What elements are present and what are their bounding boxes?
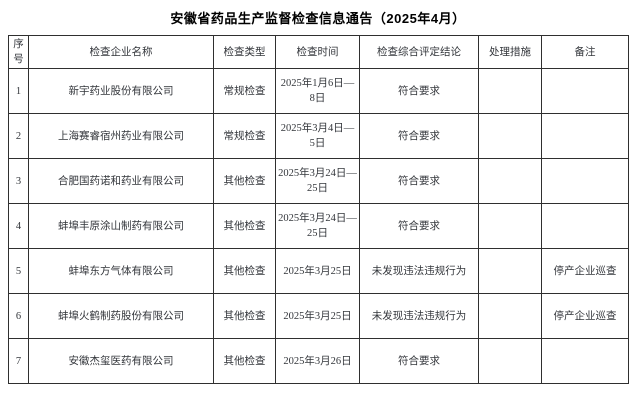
table-row: 7 安徽杰玺医药有限公司 其他检查 2025年3月26日 符合要求 <box>8 338 629 384</box>
cell-index: 6 <box>8 293 29 339</box>
cell-inspection-date: 2025年3月25日 <box>275 293 360 339</box>
cell-company-name: 新宇药业股份有限公司 <box>28 68 214 114</box>
cell-inspection-type: 其他检查 <box>213 293 276 339</box>
cell-remarks <box>541 113 629 159</box>
cell-measures <box>478 113 542 159</box>
column-header-conclusion: 检查综合评定结论 <box>359 35 479 69</box>
cell-index: 5 <box>8 248 29 294</box>
cell-inspection-type: 常规检查 <box>213 68 276 114</box>
column-header-index: 序号 <box>8 35 29 69</box>
column-header-inspection-date: 检查时间 <box>275 35 360 69</box>
cell-remarks: 停产企业巡查 <box>541 293 629 339</box>
cell-conclusion: 符合要求 <box>359 68 479 114</box>
cell-inspection-type: 其他检查 <box>213 158 276 204</box>
cell-conclusion: 未发现违法违规行为 <box>359 293 479 339</box>
cell-measures <box>478 293 542 339</box>
cell-conclusion: 符合要求 <box>359 158 479 204</box>
cell-inspection-date: 2025年3月4日— 5日 <box>275 113 360 159</box>
table-row: 1 新宇药业股份有限公司 常规检查 2025年1月6日— 8日 符合要求 <box>8 68 629 114</box>
cell-company-name: 蚌埠丰原涂山制药有限公司 <box>28 203 214 249</box>
cell-inspection-date: 2025年3月24日— 25日 <box>275 203 360 249</box>
cell-inspection-date: 2025年3月26日 <box>275 338 360 384</box>
cell-company-name: 蚌埠火鹤制药股份有限公司 <box>28 293 214 339</box>
cell-company-name: 蚌埠东方气体有限公司 <box>28 248 214 294</box>
cell-index: 3 <box>8 158 29 204</box>
column-header-measures: 处理措施 <box>478 35 542 69</box>
cell-conclusion: 符合要求 <box>359 113 479 159</box>
table-row: 2 上海赛睿宿州药业有限公司 常规检查 2025年3月4日— 5日 符合要求 <box>8 113 629 159</box>
cell-remarks: 停产企业巡查 <box>541 248 629 294</box>
page-title: 安徽省药品生产监督检查信息通告（2025年4月） <box>170 11 466 26</box>
table-row: 5 蚌埠东方气体有限公司 其他检查 2025年3月25日 未发现违法违规行为 停产企业巡查 <box>8 248 629 294</box>
cell-company-name: 安徽杰玺医药有限公司 <box>28 338 214 384</box>
cell-remarks <box>541 158 629 204</box>
inspection-table: 序号 检查企业名称 检查类型 检查时间 检查综合评定结论 处理措施 备注 1 新宇药业股份有限… <box>8 35 629 384</box>
cell-measures <box>478 248 542 294</box>
cell-company-name: 上海赛睿宿州药业有限公司 <box>28 113 214 159</box>
table-row: 4 蚌埠丰原涂山制药有限公司 其他检查 2025年3月24日— 25日 符合要求 <box>8 203 629 249</box>
cell-inspection-date: 2025年1月6日— 8日 <box>275 68 360 114</box>
cell-measures <box>478 68 542 114</box>
column-header-inspection-type: 检查类型 <box>213 35 276 69</box>
cell-inspection-date: 2025年3月25日 <box>275 248 360 294</box>
cell-conclusion: 符合要求 <box>359 203 479 249</box>
table-row: 6 蚌埠火鹤制药股份有限公司 其他检查 2025年3月25日 未发现违法违规行为 停产企业… <box>8 293 629 339</box>
cell-remarks <box>541 203 629 249</box>
cell-measures <box>478 338 542 384</box>
cell-conclusion: 符合要求 <box>359 338 479 384</box>
column-header-remarks: 备注 <box>541 35 629 69</box>
cell-inspection-type: 其他检查 <box>213 338 276 384</box>
cell-conclusion: 未发现违法违规行为 <box>359 248 479 294</box>
table-body: 1 新宇药业股份有限公司 常规检查 2025年1月6日— 8日 符合要求 2 上海赛睿宿州药… <box>8 68 629 384</box>
cell-inspection-type: 常规检查 <box>213 113 276 159</box>
table-row: 3 合肥国药诺和药业有限公司 其他检查 2025年3月24日— 25日 符合要求 <box>8 158 629 204</box>
cell-inspection-date: 2025年3月24日— 25日 <box>275 158 360 204</box>
column-header-company-name: 检查企业名称 <box>28 35 214 69</box>
cell-remarks <box>541 68 629 114</box>
cell-index: 7 <box>8 338 29 384</box>
cell-company-name: 合肥国药诺和药业有限公司 <box>28 158 214 204</box>
table-header-row: 序号 检查企业名称 检查类型 检查时间 检查综合评定结论 处理措施 备注 <box>8 35 629 69</box>
cell-inspection-type: 其他检查 <box>213 203 276 249</box>
cell-inspection-type: 其他检查 <box>213 248 276 294</box>
cell-measures <box>478 158 542 204</box>
cell-index: 1 <box>8 68 29 114</box>
cell-index: 4 <box>8 203 29 249</box>
cell-measures <box>478 203 542 249</box>
cell-remarks <box>541 338 629 384</box>
cell-index: 2 <box>8 113 29 159</box>
